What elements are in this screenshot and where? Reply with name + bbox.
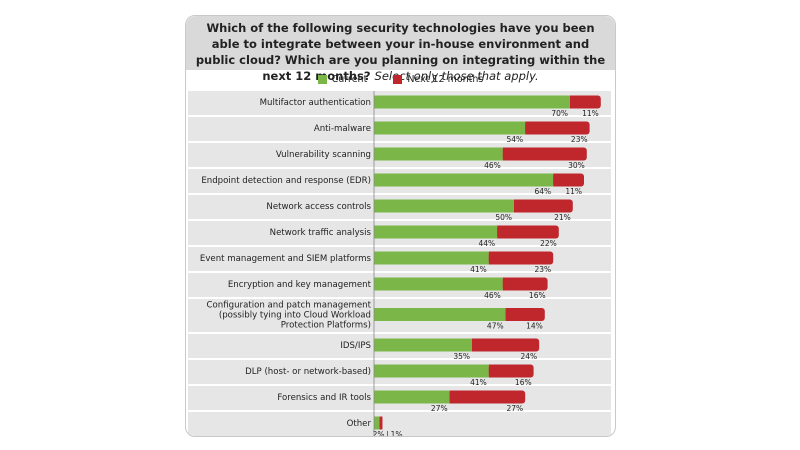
chart-title: Which of the following security technolo… [192, 20, 609, 84]
bar-next-12-months [502, 147, 587, 161]
category-label: Network traffic analysis [270, 228, 372, 238]
data-label-current: 41% [470, 265, 487, 274]
category-label: Other [347, 419, 372, 429]
data-label-next-12-months: 30% [568, 161, 585, 170]
bar-current [374, 147, 503, 161]
category-label: Encryption and key management [228, 280, 372, 290]
bar-next-12-months [488, 251, 554, 265]
bar-next-12-months [553, 173, 584, 187]
bar-current [374, 277, 503, 291]
chart-legend: Current Next 12 months [186, 74, 615, 85]
data-label-current: 70% [551, 109, 568, 118]
data-label-current: 54% [507, 135, 524, 144]
bar-chart: Multifactor authentication 70% 11% Anti-mal… [188, 91, 611, 436]
bar-next-12-months-edge [525, 121, 529, 135]
bar-current [374, 308, 506, 321]
chart-title-note: Select only those that apply. [374, 69, 539, 83]
data-label-next-12-months: 24% [521, 352, 538, 361]
data-label-current: 46% [484, 161, 501, 170]
data-label-current: 50% [495, 213, 512, 222]
bar-next-12-months-edge [514, 199, 517, 213]
category-label: Endpoint detection and response (EDR) [201, 176, 371, 186]
bar-next-12-months-edge [488, 251, 492, 265]
bar-current [374, 338, 472, 352]
legend-swatch-next-12-months [393, 75, 403, 84]
category-label: Configuration and patch management (possi… [207, 301, 372, 331]
data-label-next-12-months: 22% [540, 239, 557, 248]
bar-current [374, 121, 526, 135]
data-label-next-12-months: 1% [391, 430, 403, 436]
data-label-next-12-months: 11% [565, 187, 582, 196]
category-label: Vulnerability scanning [276, 150, 371, 160]
legend-item-current: Current [317, 74, 368, 85]
bar-next-12-months [525, 121, 590, 135]
bar-next-12-months-edge [472, 338, 475, 352]
data-label-next-12-months: 23% [535, 265, 552, 274]
data-label-current: 2% [373, 430, 385, 436]
legend-item-next-12-months: Next 12 months [393, 74, 483, 85]
data-label-current: 41% [470, 378, 487, 387]
chart-header: Which of the following security technolo… [186, 16, 615, 83]
bar-current [374, 416, 380, 430]
bar-next-12-months-edge [553, 173, 557, 187]
row-band [188, 412, 611, 436]
data-label-current: 47% [487, 322, 504, 331]
category-label: IDS/IPS [340, 341, 371, 351]
data-label-current: 46% [484, 291, 501, 300]
data-label-next-12-months: 16% [515, 378, 532, 387]
bar-current [374, 199, 514, 213]
bar-current [374, 95, 570, 109]
data-label-next-12-months: 14% [526, 322, 543, 331]
data-label-next-12-months: 16% [529, 291, 546, 300]
bar-next-12-months [502, 277, 548, 291]
category-label: Forensics and IR tools [277, 393, 371, 403]
chart-title-main: Which of the following security technolo… [195, 21, 606, 83]
data-label-next-12-months: 21% [554, 213, 571, 222]
data-label-next-12-months: 11% [582, 109, 599, 118]
bar-next-12-months [472, 338, 540, 352]
bar-next-12-months-edge [497, 225, 501, 239]
bar-next-12-months [505, 308, 545, 321]
bar-next-12-months-edge [502, 147, 506, 161]
bar-next-12-months [497, 225, 559, 239]
data-label-separator: | [386, 430, 389, 436]
bar-next-12-months [488, 364, 534, 378]
data-label-current: 64% [535, 187, 552, 196]
bar-next-12-months [514, 199, 573, 213]
bar-current [374, 173, 554, 187]
category-label: Anti-malware [314, 124, 371, 134]
bar-next-12-months-edge [379, 416, 383, 430]
data-label-current: 44% [479, 239, 496, 248]
category-label: Multifactor authentication [260, 98, 371, 108]
legend-label-next-12-months: Next 12 months [407, 74, 484, 85]
legend-label-current: Current [331, 74, 368, 85]
chart-panel: Which of the following security technolo… [185, 15, 616, 437]
data-label-next-12-months: 27% [507, 404, 524, 413]
bar-next-12-months [570, 95, 601, 109]
bar-next-12-months [449, 390, 526, 404]
bar-current [374, 225, 498, 239]
data-label-current: 27% [431, 404, 448, 413]
bar-next-12-months-edge [505, 308, 509, 321]
bar-current [374, 251, 489, 265]
category-label: Event management and SIEM platforms [200, 254, 372, 264]
bar-next-12-months-edge [488, 364, 492, 378]
legend-swatch-current [317, 75, 327, 84]
bar-next-12-months-edge [502, 277, 506, 291]
data-label-current: 35% [453, 352, 470, 361]
category-label: DLP (host- or network-based) [245, 367, 371, 377]
category-label: Network access controls [266, 202, 371, 212]
bar-current [374, 364, 489, 378]
bar-current [374, 390, 450, 404]
data-label-next-12-months: 23% [571, 135, 588, 144]
bar-next-12-months-edge [449, 390, 453, 404]
bar-next-12-months-edge [570, 95, 573, 109]
